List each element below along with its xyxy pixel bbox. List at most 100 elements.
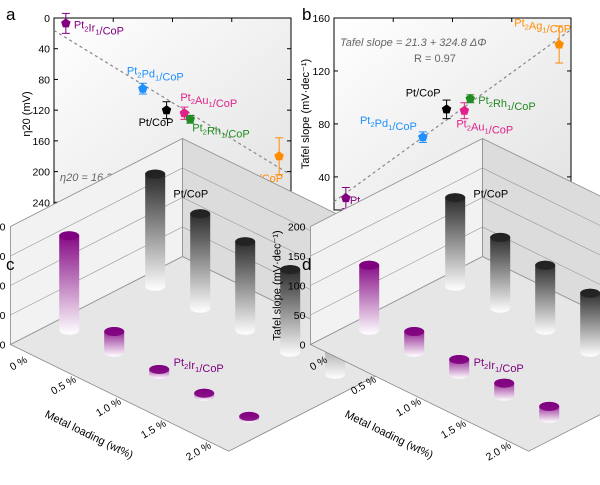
label-part: Pt [350,195,360,207]
label-subscript: 1 [388,123,392,132]
cylinder-top [539,401,560,411]
y-tick-label: 120 [312,66,330,78]
data-point [554,39,564,49]
cylinder-bar [535,260,556,335]
label-subscript: 1 [495,365,499,374]
x-axis-label: Metal loading (wt%) [43,409,135,462]
label-part: Ir [488,360,495,372]
y-tick-label: 80 [38,74,50,86]
grid-line [10,138,401,246]
cylinder-top [280,265,301,275]
label-part: /CoP [100,25,124,37]
label-part: Pt [474,357,484,369]
cylinder-top [359,260,380,270]
data-point [459,105,470,115]
label-subscript: 2 [184,362,188,371]
label-part: Pt [74,19,84,31]
label-part: Pt [174,357,184,369]
cylinder-top [104,327,125,337]
grid-line [310,167,600,257]
cylinder-bar [145,169,166,291]
data-point [441,104,452,114]
cylinder-bar [490,232,511,313]
fit-r-value: R = 0.97 [414,53,456,65]
label-subscript: 2 [484,362,488,371]
cylinder-bar [190,209,211,313]
label-part: Ag [529,20,542,32]
y-tick-label: 160 [32,136,50,148]
label-part: Pt [514,17,524,29]
fit-line [53,29,292,176]
cylinder-top [239,411,260,421]
point-label: Pt2Ag1/CoP [514,17,571,35]
series-label: Pt2Ir1/CoP [174,357,224,375]
data-point [161,105,172,115]
label-subscript: 1 [507,103,511,112]
data-point [179,108,190,118]
z-tick-label: 100 [0,281,6,293]
y-tick-label: 0 [44,13,50,25]
label-subscript: 2 [191,97,195,106]
point-label: Pt2Pd1/CoP [360,115,417,133]
cylinder-top [59,231,80,241]
point-label: Pt2Rh1/CoP [192,122,250,140]
cylinder-top [449,354,470,364]
grid-line [310,197,600,286]
y-axis-label: Tafel slope (mV·dec⁻¹) [271,230,283,340]
z-tick-label: 200 [0,222,6,234]
label-part: Pt [180,92,190,104]
cylinder-top [190,209,211,219]
category-label: 1.5 % [139,418,168,442]
point-label: Pt2Au1/CoP [456,119,513,137]
cylinder-bar [235,237,256,335]
cylinder-top [149,364,170,374]
z-tick-label: 150 [0,251,6,263]
label-subscript: 1 [485,127,489,136]
category-label: 2.0 % [484,440,513,464]
cylinder-bar [359,260,380,335]
point-label: Pt/CoP [139,117,174,129]
label-part: Pt [478,95,488,107]
label-subscript: 2 [84,24,88,33]
label-part: Au [195,95,208,107]
label-part: Pt [127,66,137,78]
point-label: Pt2Rh1/CoP [478,95,536,113]
z-tick-label: 50 [0,310,6,322]
fit-equation: Tafel slope = 21.3 + 324.8 ΔΦ [340,37,486,49]
z-tick-label: 200 [288,222,306,234]
label-part: /CoP [499,363,523,375]
point-label: Pt/CoP [406,87,441,99]
label-part: Pt [360,115,370,127]
cylinder-top [494,378,515,388]
cylinder-top [404,327,425,337]
panel-letter-a: a [6,5,16,24]
cylinder-top [194,388,215,398]
y-tick-label: 160 [312,13,330,25]
series-label: Pt/CoP [473,189,508,201]
label-subscript: 1 [221,130,225,139]
category-label: 1.0 % [94,396,123,420]
cylinder-top [235,237,256,247]
label-part: Pt [192,122,202,134]
label-part: /CoP [547,23,571,35]
label-subscript: 2 [137,71,141,80]
category-label: 2.0 % [184,440,213,464]
y-axis-label: Tafel slope (mV·dec⁻¹) [300,59,312,169]
cylinder-top [445,193,466,203]
label-subscript: 2 [370,120,374,129]
label-part: Pd [375,118,388,130]
label-part: /CoP [511,101,535,113]
z-tick-label: 150 [288,251,306,263]
label-subscript: 1 [209,100,213,109]
panel-letter-c: c [6,255,15,274]
category-label: 1.5 % [439,418,468,442]
category-label: 1.0 % [394,396,423,420]
point-label: Pt2Au1/CoP [180,92,237,110]
series-label: Pt/CoP [173,189,208,201]
z-tick-label: 0 [0,340,6,352]
label-part: Ir [188,360,195,372]
cylinder-top [145,169,166,179]
data-point [341,193,351,203]
label-part: Pt/CoP [139,117,174,129]
